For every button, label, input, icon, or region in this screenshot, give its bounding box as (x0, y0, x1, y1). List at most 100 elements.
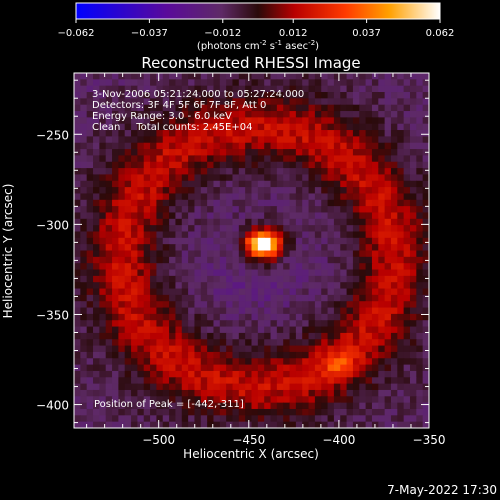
heatmap-cell (213, 79, 221, 87)
heatmap-cell (213, 320, 221, 328)
heatmap-cell (213, 123, 221, 131)
heatmap-cell (169, 288, 177, 296)
heatmap-cell (283, 174, 291, 182)
heatmap-cell (175, 104, 183, 112)
heatmap-cell (295, 98, 303, 106)
heatmap-cell (321, 326, 329, 334)
heatmap-cell (207, 130, 215, 137)
heatmap-cell (257, 218, 265, 226)
heatmap-cell (86, 282, 94, 290)
heatmap-cell (156, 244, 164, 252)
heatmap-cell (131, 288, 138, 296)
heatmap-cell (352, 383, 360, 391)
heatmap-cell (137, 206, 145, 214)
heatmap-cell (397, 123, 405, 131)
heatmap-cell (390, 98, 398, 106)
heatmap-cell (270, 92, 278, 99)
heatmap-cell (371, 206, 379, 214)
heatmap-cell (181, 117, 189, 125)
heatmap-cell (314, 142, 322, 150)
heatmap-cell (93, 212, 100, 220)
heatmap-cell (232, 130, 240, 137)
heatmap-cell (175, 117, 183, 125)
heatmap-cell (264, 206, 272, 214)
heatmap-cell (213, 345, 221, 353)
heatmap-cell (175, 313, 183, 321)
heatmap-cell (181, 313, 189, 321)
heatmap-cell (245, 206, 253, 214)
heatmap-cell (365, 326, 373, 334)
heatmap-cell (232, 345, 240, 353)
heatmap-cell (99, 174, 107, 182)
heatmap-cell (416, 225, 424, 233)
heatmap-cell (295, 92, 303, 99)
heatmap-cell (219, 98, 227, 106)
heatmap-cell (390, 345, 398, 353)
heatmap-cell (409, 130, 417, 137)
heatmap-cell (283, 358, 291, 366)
heatmap-cell (162, 225, 170, 233)
heatmap-cell (181, 111, 189, 118)
heatmap-cell (352, 231, 360, 239)
heatmap-cell (112, 161, 119, 169)
heatmap-cell (86, 320, 94, 328)
heatmap-cell (270, 301, 278, 309)
heatmap-cell (105, 415, 113, 423)
heatmap-cell (308, 250, 316, 258)
heatmap-cell (200, 320, 208, 328)
heatmap-cell (295, 73, 303, 80)
heatmap-cell (150, 402, 158, 410)
heatmap-cell (105, 130, 113, 137)
heatmap-cell (162, 307, 170, 315)
heatmap-cell (181, 136, 189, 144)
heatmap-cell (118, 193, 126, 201)
heatmap-cell (150, 193, 158, 201)
heatmap-cell (118, 130, 126, 137)
heatmap-cell (422, 180, 429, 188)
heatmap-cell (340, 130, 348, 137)
heatmap-cell (327, 244, 335, 252)
heatmap-cell (112, 351, 119, 359)
heatmap-cell (264, 415, 272, 423)
heatmap-cell (175, 389, 183, 397)
heatmap-cell (321, 415, 329, 423)
heatmap-cell (308, 225, 316, 233)
heatmap-cell (112, 73, 119, 80)
heatmap-cell (93, 218, 100, 226)
info-line-counts: Clean Total counts: 2.45E+04 (92, 122, 252, 133)
heatmap-cell (397, 79, 405, 87)
heatmap-cell (352, 275, 360, 283)
heatmap-cell (80, 402, 88, 410)
heatmap-cell (295, 408, 303, 416)
heatmap-cell (409, 320, 417, 328)
heatmap-cell (371, 85, 379, 93)
heatmap-cell (365, 136, 373, 144)
heatmap-cell (93, 415, 100, 423)
heatmap-cell (257, 231, 265, 239)
heatmap-cell (162, 275, 170, 283)
heatmap-cell (181, 92, 189, 99)
heatmap-cell (188, 332, 196, 340)
heatmap-cell (314, 123, 322, 131)
heatmap-cell (371, 231, 379, 239)
heatmap-cell (340, 345, 348, 353)
heatmap-cell (257, 389, 265, 397)
heatmap-cell (118, 161, 126, 169)
heatmap-cell (422, 218, 429, 226)
heatmap-cell (276, 98, 284, 106)
heatmap-cell (251, 294, 259, 302)
heatmap-cell (397, 199, 405, 207)
heatmap-cell (403, 320, 411, 328)
heatmap-cell (207, 244, 215, 252)
heatmap-cell (346, 187, 354, 195)
heatmap-cell (321, 332, 329, 340)
heatmap-cell (314, 358, 322, 366)
heatmap-cell (131, 313, 138, 321)
heatmap-cell (175, 225, 183, 233)
heatmap-cell (384, 307, 392, 315)
heatmap-cell (365, 269, 373, 277)
heatmap-cell (390, 364, 398, 372)
heatmap-cell (169, 351, 177, 359)
heatmap-cell (86, 79, 94, 87)
heatmap-cell (359, 244, 367, 252)
